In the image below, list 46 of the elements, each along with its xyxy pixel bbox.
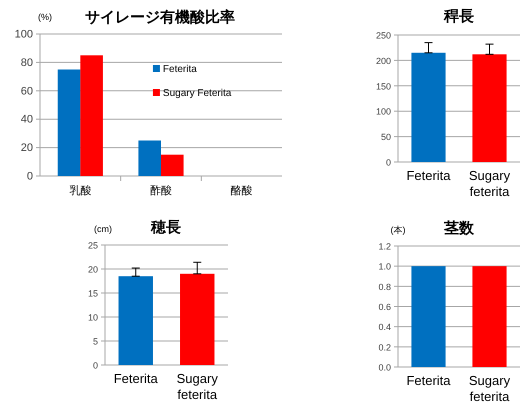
chart-title: サイレージ有機酸比率 <box>85 8 235 26</box>
x-tick-label: 酢酸 <box>150 185 172 197</box>
y-tick-label: 0.6 <box>378 302 391 312</box>
y-tick-label: 50 <box>380 132 391 142</box>
y-tick-label: 15 <box>88 288 98 298</box>
x-tick-label: Feterita <box>406 373 452 388</box>
y-tick-label: 0 <box>386 158 391 168</box>
x-tick-label: Feterita <box>114 371 159 386</box>
y-tick-label: 0.2 <box>378 342 391 352</box>
y-tick-label: 20 <box>20 142 33 154</box>
y-tick-label: 0 <box>26 170 33 182</box>
y-axis-title: (本) <box>390 225 406 235</box>
chart-title: 茎数 <box>443 220 475 237</box>
x-tick-label: 乳酸 <box>69 184 92 197</box>
y-tick-label: 1.2 <box>378 242 391 252</box>
y-tick-label: 10 <box>88 312 98 322</box>
y-tick-label: 250 <box>376 30 391 40</box>
bar <box>58 70 80 176</box>
y-tick-label: 20 <box>88 264 98 274</box>
x-tick-label: 酪酸 <box>230 185 253 197</box>
x-tick-label: Sugary feterita <box>468 373 511 404</box>
y-axis-title: (cm) <box>94 224 112 234</box>
y-tick-label: 0.0 <box>378 362 391 372</box>
y-axis-title: (%) <box>38 12 52 22</box>
y-tick-label: 40 <box>20 114 33 126</box>
y-tick-label: 60 <box>20 85 33 98</box>
legend-label: Sugary Feterita <box>162 88 232 99</box>
x-tick-label: Sugary feterita <box>468 168 511 199</box>
bar <box>161 154 184 176</box>
y-tick-label: 1.0 <box>378 262 391 272</box>
y-tick-label: 5 <box>92 336 98 346</box>
chart-title: 稈長 <box>443 8 474 25</box>
y-tick-label: 0.4 <box>378 322 391 332</box>
y-tick-label: 200 <box>376 56 391 66</box>
bar <box>80 55 103 176</box>
y-tick-label: 100 <box>376 106 391 117</box>
y-tick-label: 0 <box>92 360 98 370</box>
y-tick-label: 100 <box>14 28 33 40</box>
x-tick-label: Sugary feterita <box>176 371 218 402</box>
y-tick-label: 150 <box>376 81 391 92</box>
y-tick-label: 25 <box>88 240 98 250</box>
y-tick-label: 80 <box>20 56 33 69</box>
y-tick-label: 0.8 <box>378 282 391 292</box>
legend-label: Feterita <box>162 64 198 75</box>
chart-title: 穂長 <box>150 219 181 236</box>
bar <box>138 140 161 176</box>
